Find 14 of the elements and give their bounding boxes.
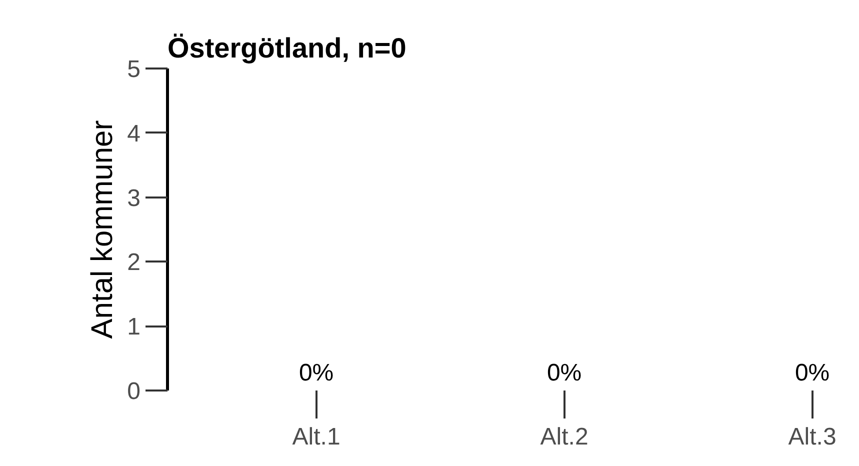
data-label: 0% [546,360,582,386]
chart-title: Östergötland, n=0 [168,32,406,64]
y-tick-label: 0 [127,378,141,405]
y-tick-label: 3 [127,184,141,212]
data-label: 0% [794,360,830,386]
x-tick-label: Alt.1 [292,424,340,450]
y-tick-label: 1 [127,314,141,341]
y-tick-label: 2 [127,249,141,276]
y-axis-title: Antal kommuner [86,120,120,339]
x-tick-label: Alt.3 [788,424,836,450]
y-tick-label: 4 [127,120,141,148]
data-label: 0% [298,360,334,386]
y-tick-label: 5 [127,56,141,83]
x-tick-label: Alt.2 [540,424,588,450]
